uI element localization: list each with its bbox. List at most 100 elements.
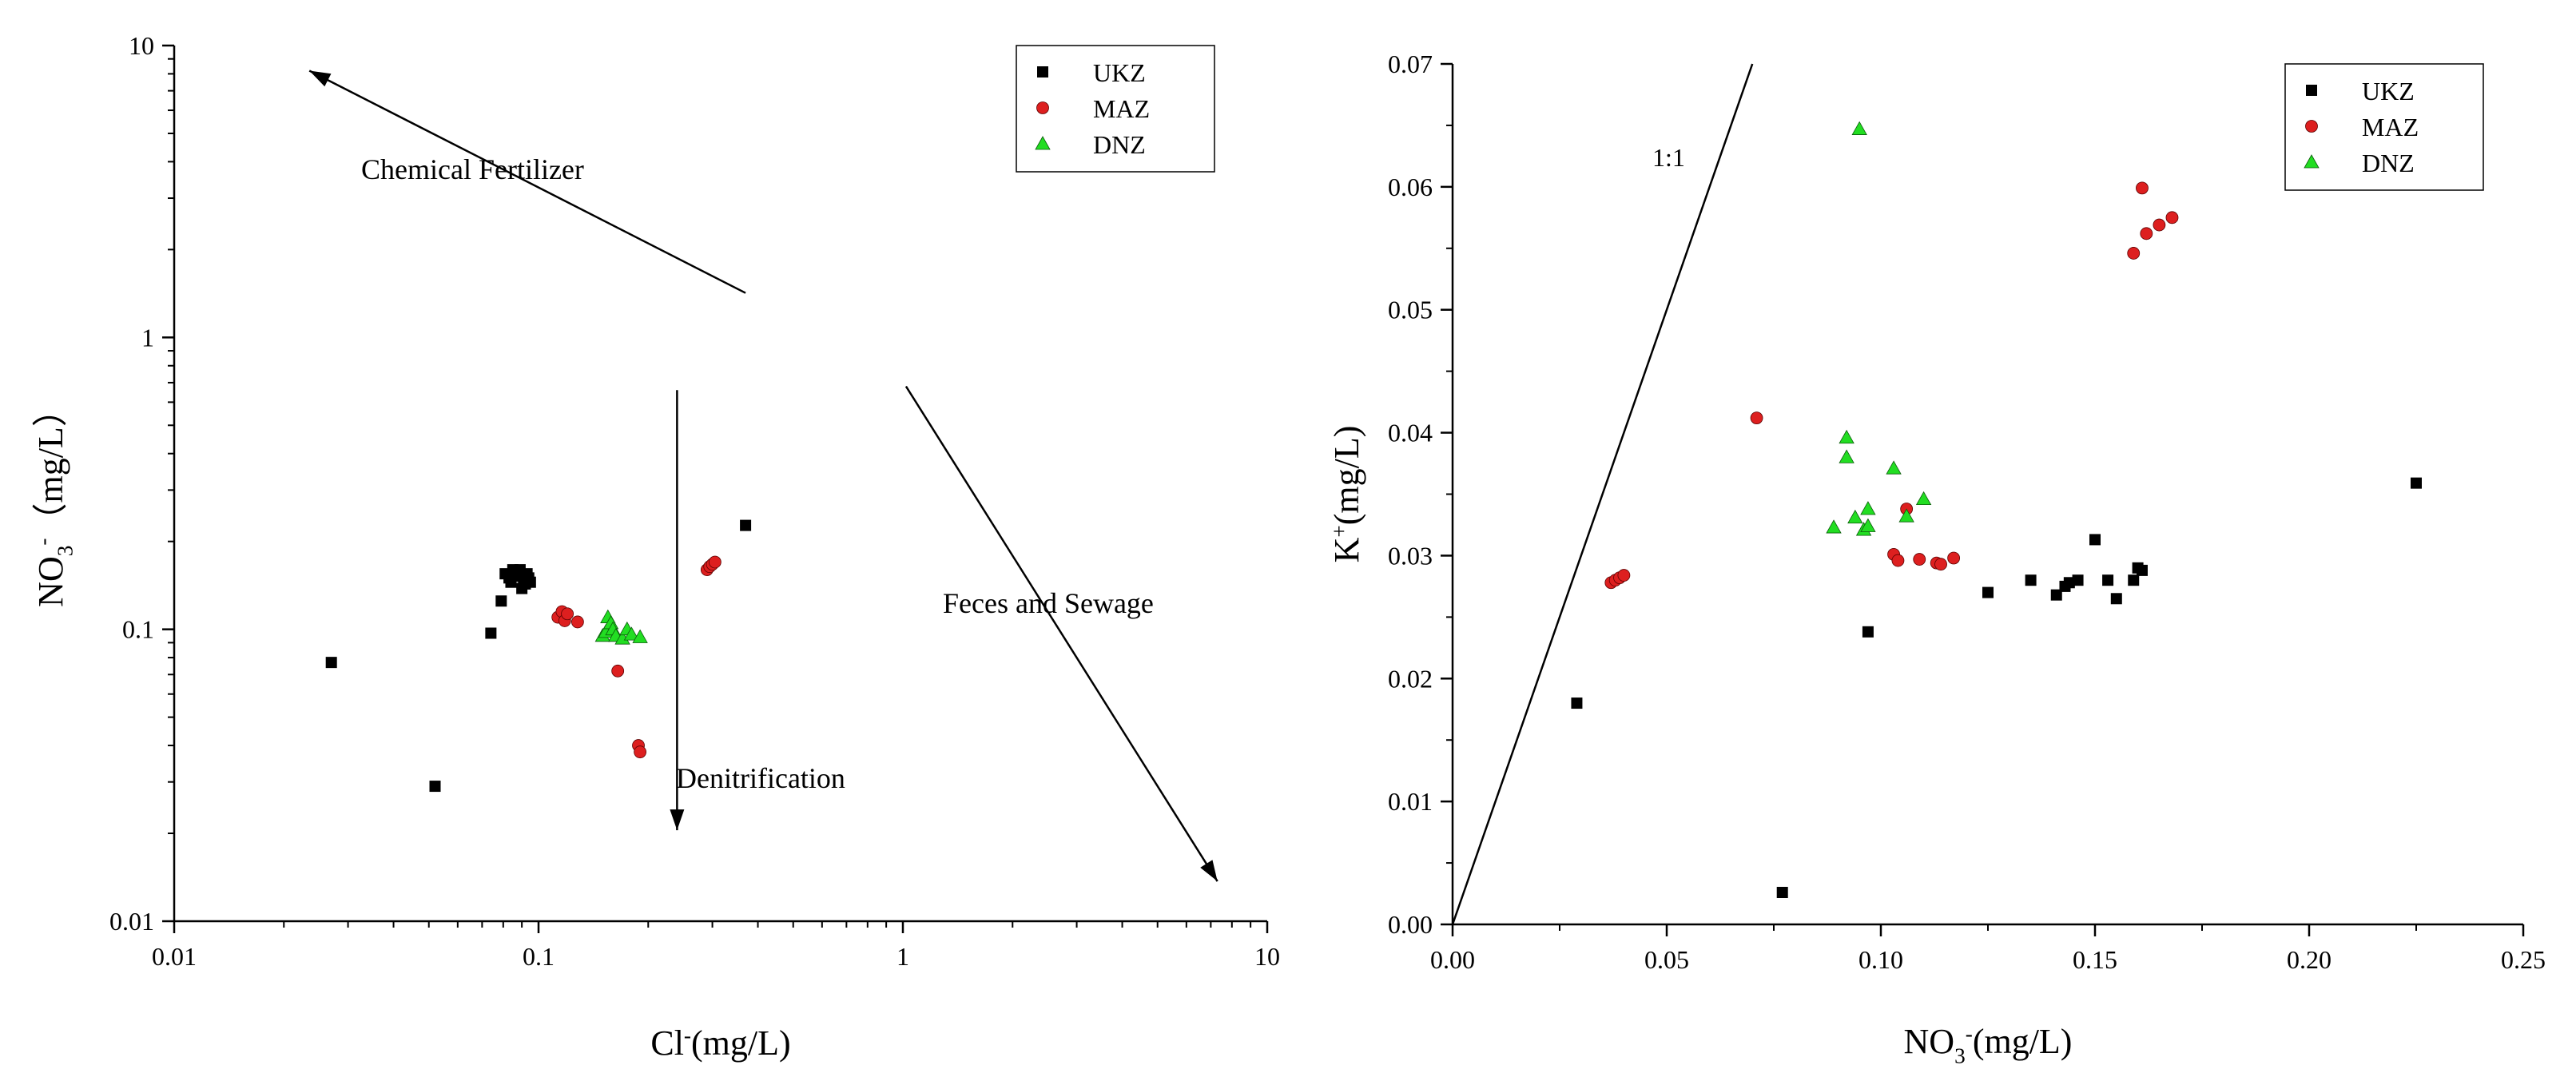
legend-box — [1016, 45, 1215, 173]
y-tick-label: 0.04 — [1388, 419, 1433, 447]
data-point — [1571, 697, 1583, 709]
data-point — [2165, 211, 2179, 225]
y-tick-label: 0.1 — [122, 615, 154, 644]
data-point — [1860, 501, 1876, 515]
feces-sewage-label: Feces and Sewage — [943, 587, 1154, 619]
legend-label: MAZ — [1093, 94, 1150, 123]
y-tick-label: 0.00 — [1388, 910, 1433, 939]
data-point — [1851, 121, 1867, 135]
legend-label: DNZ — [2362, 149, 2415, 177]
legend-box — [2284, 63, 2484, 191]
denitrification-label: Denitrification — [676, 762, 845, 794]
data-point — [2411, 477, 2422, 489]
data-point — [2025, 574, 2037, 586]
chemical-fertilizer-label: Chemical Fertilizer — [361, 153, 584, 185]
feces-sewage-arrow-head — [1200, 860, 1218, 882]
data-point — [1886, 460, 1902, 475]
legend-marker — [1037, 66, 1048, 77]
denitrification-arrow — [670, 390, 685, 831]
y-tick-label: 0.06 — [1388, 173, 1433, 201]
y-tick-label: 0.02 — [1388, 664, 1433, 693]
data-point — [740, 519, 752, 531]
y-axis-title: K+(mg/L) — [1327, 426, 1366, 563]
data-point — [1826, 519, 1842, 534]
legend: UKZ MAZ DNZ — [1016, 45, 1215, 173]
x-axis-title: NO3-(mg/L) — [1904, 1022, 2073, 1067]
data-point — [634, 745, 647, 759]
legend-marker — [2305, 120, 2318, 133]
data-point — [1776, 886, 1788, 898]
data-point — [570, 615, 584, 629]
x-tick-label: 0.00 — [1430, 945, 1475, 974]
y-tick-label: 10 — [129, 31, 154, 60]
data-point — [2140, 227, 2153, 240]
data-point — [561, 607, 574, 621]
panel-right: 0.00 0.05 0.10 0.15 0.20 0.25 0.00 0.01 0.02 0.03… — [1327, 50, 2546, 1067]
legend-marker — [1036, 101, 1049, 114]
data-point — [2063, 577, 2075, 589]
x-tick-label: 0.05 — [1644, 945, 1689, 974]
one-to-one-label: 1:1 — [1652, 143, 1685, 172]
x-tick-label: 0.20 — [2287, 945, 2332, 974]
chemical-fertilizer-arrow-head — [309, 70, 332, 87]
data-point — [1839, 429, 1854, 444]
series-maz — [1604, 181, 2179, 590]
legend-marker — [2306, 85, 2317, 96]
y-tick-label: 0.05 — [1388, 296, 1433, 324]
data-point — [2128, 574, 2140, 586]
y-axis-title: NO3-（mg/L） — [31, 391, 77, 607]
series-maz — [551, 555, 722, 759]
data-point — [2072, 574, 2084, 586]
chemical-fertilizer-arrow — [308, 70, 746, 294]
data-point — [1947, 551, 1961, 565]
series-dnz — [594, 609, 648, 645]
data-point — [2127, 247, 2141, 260]
legend-label: UKZ — [2362, 77, 2415, 105]
x-tick-label: 1 — [896, 942, 909, 971]
data-point — [708, 555, 722, 569]
legend-marker — [1035, 136, 1051, 150]
data-point — [1898, 508, 1914, 523]
series-dnz — [1826, 121, 1932, 536]
data-point — [1617, 569, 1631, 582]
data-point — [611, 664, 625, 678]
one-to-one-line — [1451, 63, 1754, 925]
x-tick-label: 0.10 — [1858, 945, 1903, 974]
data-point — [1915, 491, 1932, 506]
series-ukz — [325, 519, 752, 793]
data-point — [2153, 218, 2166, 232]
feces-sewage-arrow-shaft — [904, 385, 1218, 882]
data-point — [1750, 411, 1763, 425]
data-point — [623, 626, 640, 641]
x-tick-label: 10 — [1254, 942, 1280, 971]
data-point — [325, 657, 337, 669]
data-point — [1847, 509, 1863, 524]
x-tick-label: 0.15 — [2073, 945, 2117, 974]
y-tick-label: 0.01 — [1388, 787, 1433, 816]
data-point — [495, 595, 507, 607]
denitrification-arrow-head — [670, 809, 685, 831]
data-point — [2110, 593, 2122, 605]
legend: UKZ MAZ DNZ — [2284, 63, 2484, 191]
data-point — [2089, 534, 2101, 546]
data-point — [632, 629, 648, 643]
data-point — [1862, 626, 1874, 638]
data-point — [2050, 589, 2062, 601]
data-point — [2136, 564, 2148, 576]
legend-label: DNZ — [1093, 130, 1146, 159]
legend-label: MAZ — [2362, 113, 2419, 141]
x-tick-label: 0.25 — [2501, 945, 2546, 974]
data-point — [2136, 181, 2149, 195]
feces-sewage-arrow — [904, 385, 1218, 882]
data-point — [524, 576, 536, 588]
data-point — [429, 781, 441, 793]
y-tick-label: 0.03 — [1388, 541, 1433, 570]
x-axis-title: Cl-(mg/L) — [650, 1023, 790, 1063]
x-tick-label: 0.01 — [152, 942, 197, 971]
data-point — [1913, 553, 1926, 566]
y-tick-label: 0.01 — [109, 907, 154, 936]
data-point — [1891, 554, 1905, 567]
data-point — [2102, 574, 2114, 586]
legend-label: UKZ — [1093, 58, 1146, 87]
